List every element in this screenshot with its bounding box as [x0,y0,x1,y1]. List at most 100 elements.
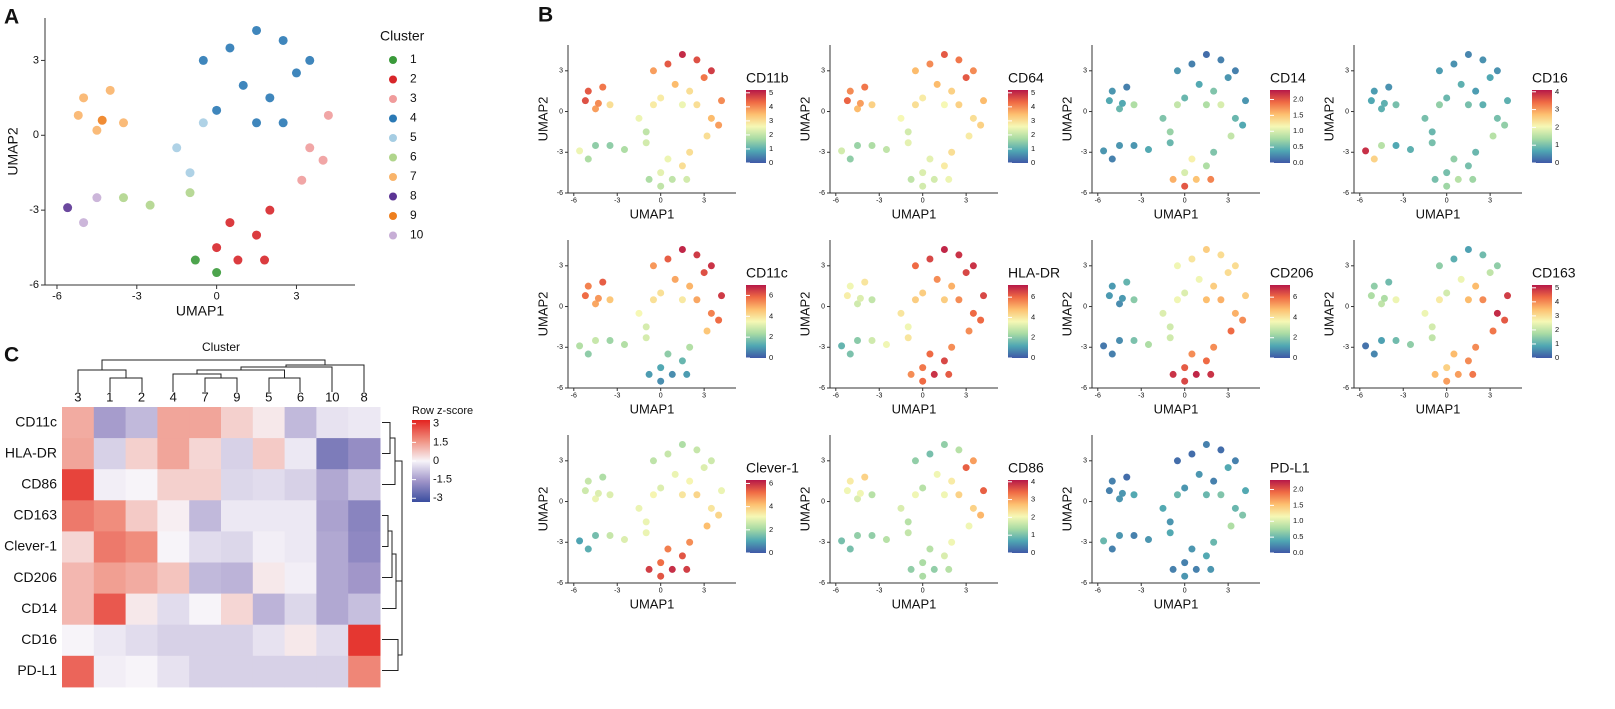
point [911,262,919,270]
point [856,99,864,107]
point [700,464,708,472]
heatmap-cell [93,407,127,439]
point [657,572,665,580]
point [260,255,270,265]
point [1181,377,1189,385]
column-dendrogram [77,359,365,392]
point [1116,300,1124,308]
point [926,255,934,263]
heatmap-cell [348,469,381,501]
x-tick-label: 0 [1445,198,1449,205]
colorbar-tick-label: 0 [1031,353,1035,362]
heatmap-cell [316,531,349,563]
heatmap-cell [93,469,127,501]
point [678,162,686,170]
point [642,334,650,342]
heatmap-cell [316,438,349,470]
colorbar-tick-label: 1.5 [1293,500,1303,509]
y-tick-label: 3 [559,68,563,75]
x-axis-label: UMAP1 [630,596,675,611]
point [904,334,912,342]
point [838,342,846,350]
point [940,491,948,499]
y-tick-label: 3 [1083,263,1087,270]
legend-label: 3 [410,91,417,105]
colorbar-title: CD64 [1008,70,1044,86]
point [1443,364,1451,372]
colorbar-title: CD163 [1532,265,1576,281]
x-tick-label: 3 [964,198,968,205]
point [1173,67,1181,75]
y-tick-label: 0 [1083,108,1087,115]
point [1169,565,1177,573]
point [1493,262,1501,270]
point [1123,278,1131,286]
point [1123,473,1131,481]
colorbar-tick-label: 5 [1031,88,1035,97]
point [1116,336,1124,344]
point [933,470,941,478]
colorbar-title: CD11c [746,265,788,281]
colorbar-title: CD14 [1270,70,1306,86]
point [1192,175,1200,183]
point [933,275,941,283]
point [1493,309,1501,317]
y-tick-label: -6 [1081,580,1087,587]
x-tick-label: -6 [1095,588,1101,595]
point [700,269,708,277]
colorbar-tick-label: 0.0 [1293,548,1303,557]
point [1202,491,1210,499]
colorbar [1532,285,1552,358]
y-tick-label: 0 [1083,498,1087,505]
legend-label: 4 [410,111,417,125]
point [969,309,977,317]
legend-swatch [389,134,397,142]
colorbar [1270,285,1290,358]
point [1195,470,1203,478]
point [657,377,665,385]
point [969,504,977,512]
y-axis-label: UMAP2 [1321,97,1336,142]
colorbar-title: Row z-score [412,405,473,417]
point [645,175,653,183]
y-tick-label: -6 [819,190,825,197]
point [649,296,657,304]
point [1130,336,1138,344]
point [635,114,643,122]
point [703,132,711,140]
point [592,300,600,308]
point [1207,175,1215,183]
point [843,292,851,300]
colorbar-tick-label: 6 [769,478,773,487]
point [664,545,672,553]
point [933,80,941,88]
point [1173,491,1181,499]
heatmap-cell [62,500,95,532]
point [594,489,602,497]
point [668,565,676,573]
point [1188,450,1196,458]
colorbar-tick-label: 4 [769,311,773,320]
point [1450,350,1458,358]
point [1166,529,1174,537]
point [678,552,686,560]
colorbar-tick-label: 4 [1031,102,1035,111]
point [686,148,694,156]
point [1188,60,1196,68]
point [980,292,988,300]
y-tick-label: 3 [1083,458,1087,465]
point [1370,155,1378,163]
point [707,504,715,512]
point [707,457,715,465]
heatmap-cell [189,407,222,439]
point [1454,370,1462,378]
legend-label: 2 [410,72,417,86]
point [649,262,657,270]
row-label: CD163 [13,507,57,523]
point [594,294,602,302]
heatmap-cell [157,562,190,595]
point [715,121,723,129]
point [1435,262,1443,270]
x-tick-label: 0 [921,393,925,400]
point [1443,94,1451,102]
